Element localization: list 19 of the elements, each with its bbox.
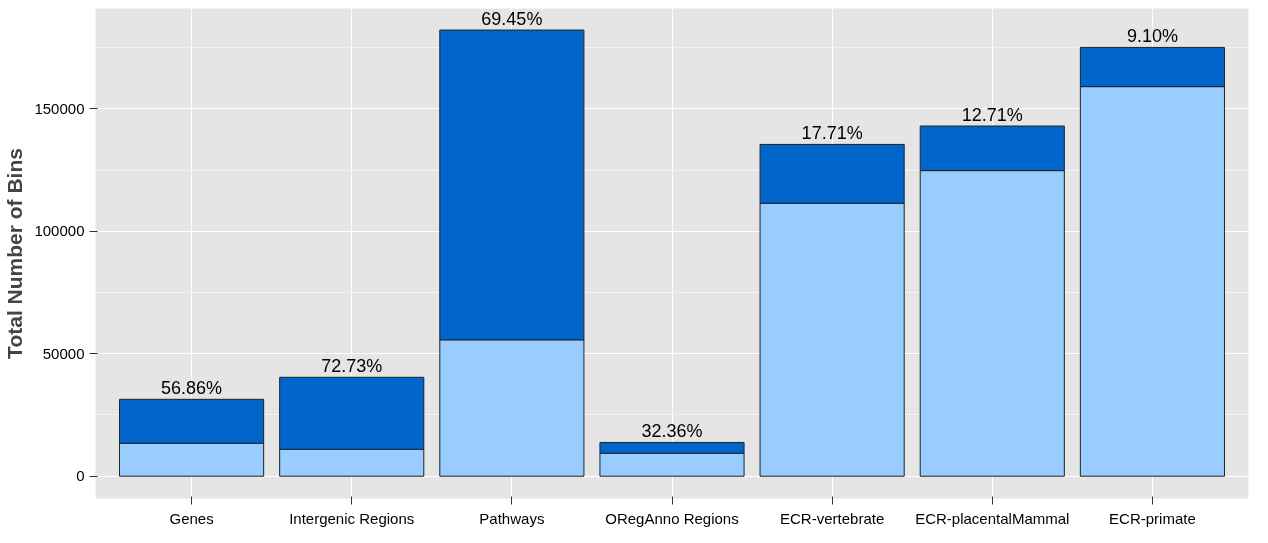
annotation: 12.71% [961,105,1023,126]
x-tick-label: Pathways [479,509,545,527]
x-tick-label: ECR-vertebrate [780,509,885,527]
annotation: 9.10% [1126,26,1178,47]
annotation: 69.45% [481,9,543,30]
x-tick-label: Genes [169,509,214,527]
annotation: 17.71% [801,123,863,144]
y-tick-label: 50000 [42,344,85,362]
annotation: 56.86% [161,378,223,399]
y-axis-title: Total Number of Bins [3,148,27,359]
y-tick-label: 150000 [34,99,85,117]
x-tick-label: Intergenic Regions [289,509,415,527]
annotation: 72.73% [321,356,383,377]
x-tick-label: ECR-placentalMammal [915,509,1070,527]
y-tick-label: 0 [76,467,85,485]
x-tick-label: ORegAnno Regions [605,509,739,527]
x-tick-label: ECR-primate [1109,509,1196,527]
y-tick-label: 100000 [34,222,85,240]
annotation: 32.36% [641,421,703,442]
